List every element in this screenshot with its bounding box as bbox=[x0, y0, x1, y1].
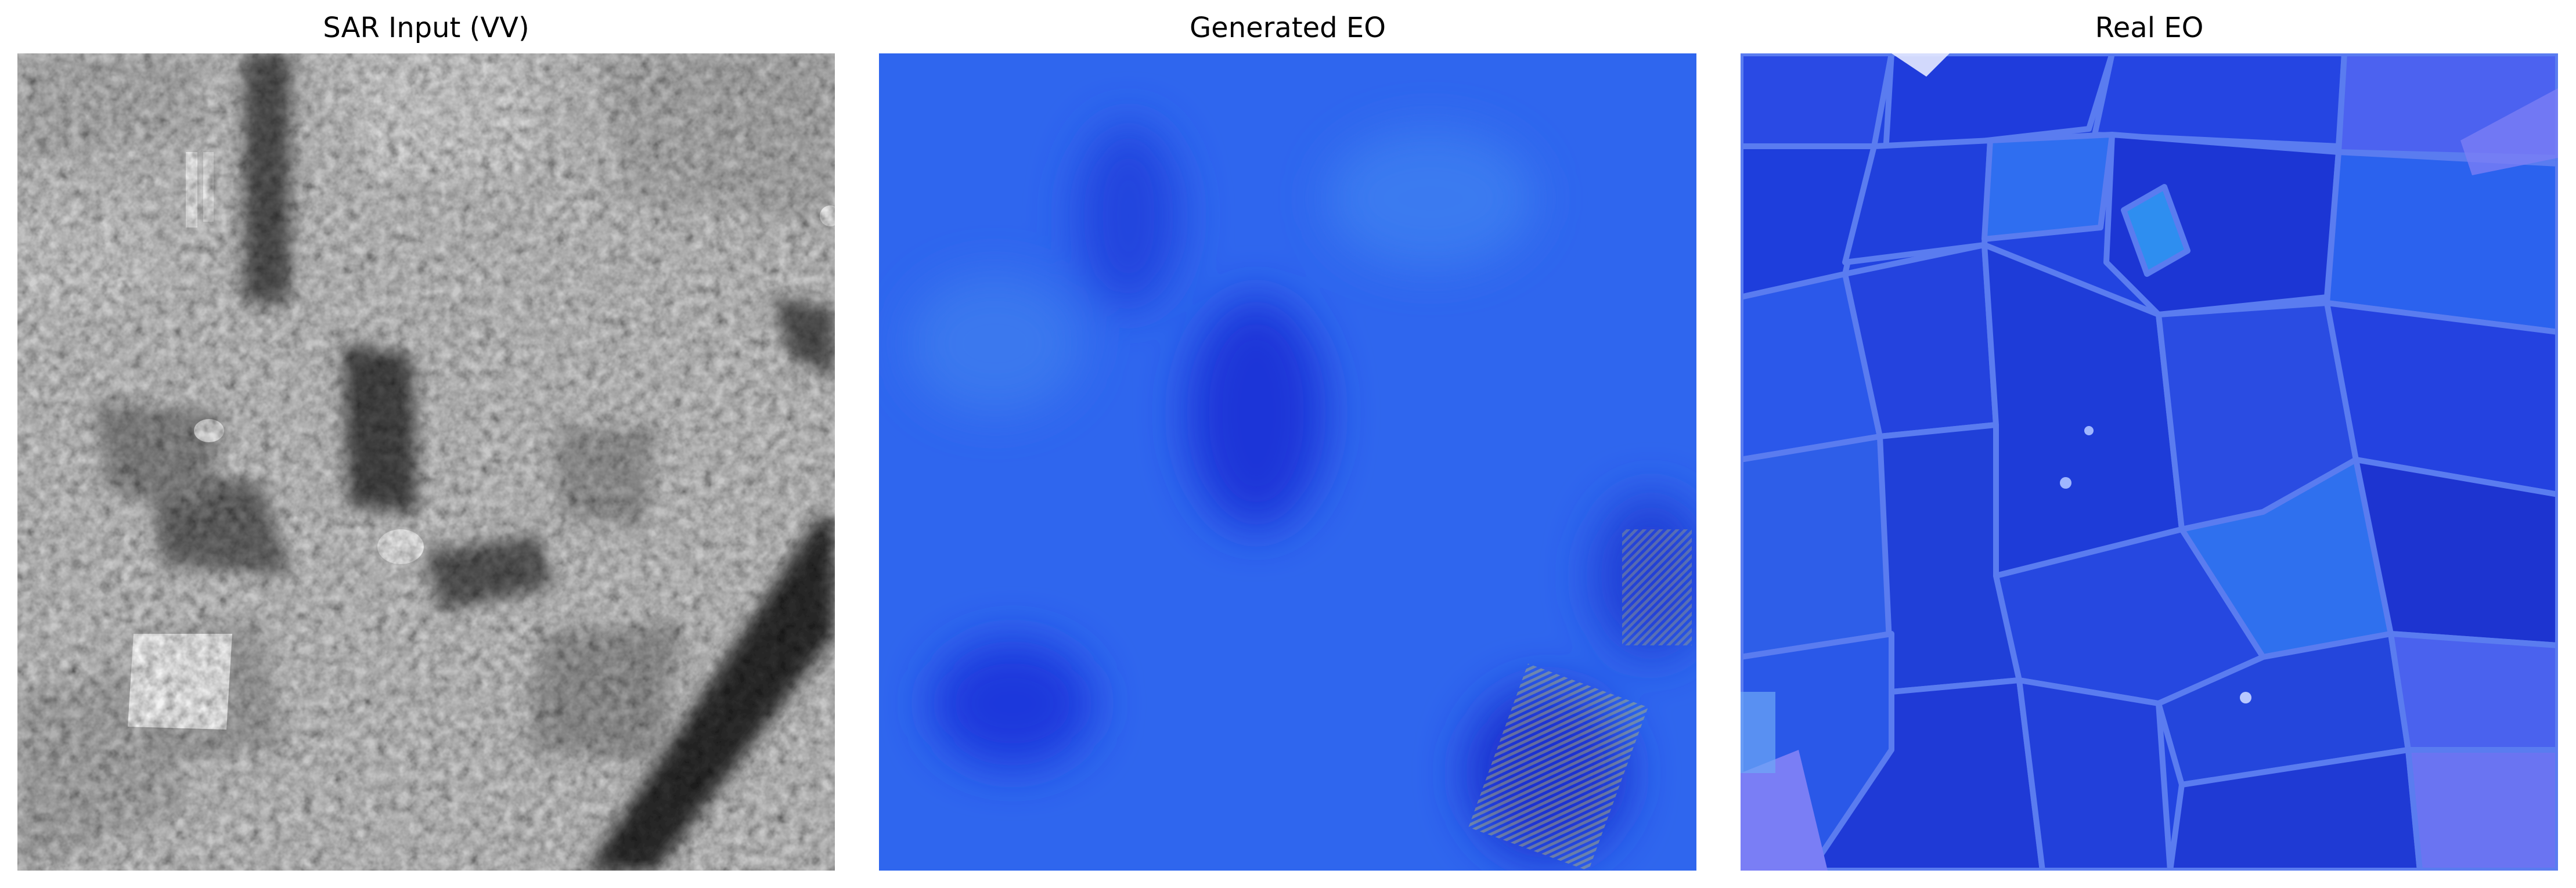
panel-title-generated: Generated EO bbox=[1189, 12, 1386, 44]
real-eo-image bbox=[1741, 53, 2558, 871]
panel-generated-eo: Generated EO bbox=[879, 0, 1696, 888]
panel-title-real: Real EO bbox=[2095, 12, 2204, 44]
sar-image bbox=[17, 53, 835, 871]
panel-sar-input: SAR Input (VV) bbox=[17, 0, 835, 888]
panel-real-eo: Real EO bbox=[1741, 0, 2558, 888]
generated-eo-image bbox=[879, 53, 1696, 871]
panel-title-sar: SAR Input (VV) bbox=[323, 12, 529, 44]
